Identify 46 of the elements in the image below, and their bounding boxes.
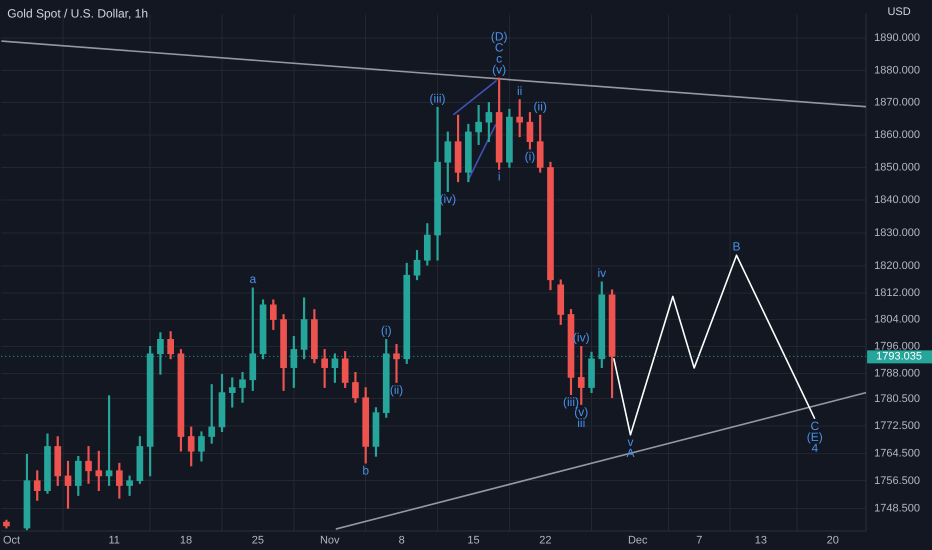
y-tick-label: 1870.000 — [874, 96, 920, 109]
annotation: i — [498, 170, 500, 184]
annotation: (i) — [380, 324, 392, 338]
annotation: v — [627, 435, 634, 450]
annotation: a — [249, 272, 256, 286]
annotation: B — [732, 240, 741, 254]
annotation: (ii) — [534, 99, 547, 114]
x-tick-label: 22 — [539, 534, 552, 546]
annotation: (iii) — [563, 394, 579, 409]
y-tick-label: 1788.000 — [874, 367, 920, 380]
annotation: (ii) — [390, 382, 404, 397]
y-tick-label: 1764.500 — [874, 447, 920, 460]
annotation: ii — [517, 84, 522, 98]
x-tick-label: Dec — [628, 534, 648, 546]
x-tick-label: 18 — [180, 534, 192, 546]
x-tick-label: 20 — [826, 534, 839, 546]
y-tick-label: 1890.000 — [874, 32, 920, 44]
x-tick-label: 8 — [398, 534, 405, 546]
annotation: iv — [597, 266, 606, 280]
y-tick-label: 1820.000 — [874, 260, 920, 272]
y-tick-label: 1796.000 — [874, 340, 920, 352]
x-tick-label: Nov — [320, 534, 340, 546]
y-tick-label: 1812.000 — [874, 286, 920, 299]
y-tick-label: 1756.500 — [874, 474, 920, 487]
y-tick-label: 1850.000 — [874, 161, 920, 174]
y-axis-title: USD — [887, 6, 911, 18]
y-tick-label: 1772.500 — [874, 420, 920, 432]
x-tick-label: 7 — [696, 534, 702, 546]
y-tick-label: 1880.000 — [874, 64, 920, 76]
x-tick-label: 15 — [467, 534, 480, 546]
ref-line-label: 1793.035 — [876, 350, 922, 362]
annotation: (iii) — [430, 92, 446, 106]
y-tick-label: 1830.000 — [874, 227, 920, 240]
x-tick-label: 11 — [108, 534, 120, 546]
x-tick-label: Oct — [2, 534, 20, 546]
annotation: (D) — [490, 29, 508, 44]
chart-title: Gold Spot / U.S. Dollar, 1h — [7, 6, 148, 20]
y-tick-label: 1804.000 — [874, 314, 920, 326]
x-tick-label: 25 — [252, 534, 264, 546]
y-tick-label: 1780.500 — [874, 392, 920, 405]
y-tick-label: 1840.000 — [874, 194, 920, 206]
annotation: b — [362, 464, 370, 478]
y-tick-label: 1860.000 — [874, 128, 920, 141]
x-tick-label: 13 — [754, 534, 768, 546]
annotation: (i) — [524, 149, 536, 164]
y-tick-label: 1748.500 — [874, 502, 920, 514]
